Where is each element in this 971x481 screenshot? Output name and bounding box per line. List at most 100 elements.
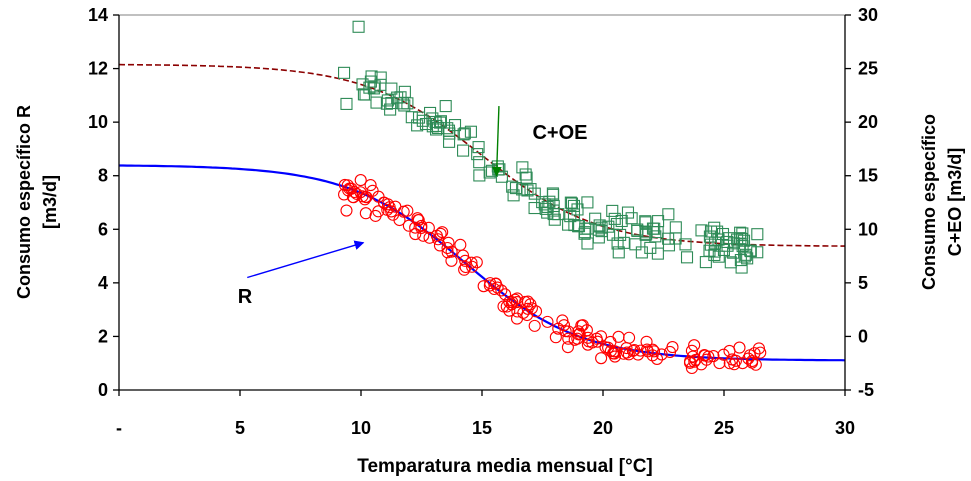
data-point <box>396 97 409 110</box>
data-point <box>477 280 490 293</box>
data-point <box>359 207 372 220</box>
annotation-arrow <box>247 240 365 279</box>
data-point <box>564 196 577 209</box>
data-point <box>457 128 470 141</box>
data-point <box>632 348 645 361</box>
data-point <box>662 208 675 221</box>
data-point <box>441 246 454 259</box>
data-point <box>666 341 679 354</box>
data-point <box>459 260 472 274</box>
y-right-tick-label: 30 <box>858 5 878 25</box>
data-point <box>743 349 756 362</box>
data-point <box>640 335 653 348</box>
data-points <box>338 20 767 375</box>
data-point <box>561 341 574 354</box>
data-point <box>439 100 452 113</box>
data-point <box>683 355 697 368</box>
data-point <box>644 241 657 254</box>
data-point <box>471 148 484 161</box>
data-point <box>559 325 572 338</box>
data-point <box>607 347 620 360</box>
data-point <box>568 333 581 346</box>
data-point <box>354 174 367 187</box>
data-point <box>416 114 429 127</box>
data-point <box>680 251 694 264</box>
data-point <box>422 221 435 234</box>
y-left-title-line1: Consumo específico R <box>14 105 34 299</box>
data-point <box>611 237 624 250</box>
y-right-tick-label: -5 <box>858 380 874 400</box>
data-point <box>338 66 351 79</box>
data-point <box>568 219 581 232</box>
y-left-tick-label: 14 <box>88 5 108 25</box>
y-right-tick-label: 0 <box>858 326 868 346</box>
data-point <box>528 187 541 200</box>
data-point <box>352 20 365 33</box>
data-point <box>528 319 541 332</box>
y-right-tick-label: 15 <box>858 166 878 186</box>
data-point <box>423 231 436 244</box>
data-point <box>631 224 644 237</box>
data-point <box>592 223 605 236</box>
data-point <box>572 220 586 233</box>
data-point <box>528 201 541 215</box>
data-point <box>519 168 532 181</box>
x-axis-title: Temparatura media mensual [°C] <box>357 456 653 477</box>
data-point <box>495 170 508 183</box>
data-point <box>412 214 425 227</box>
data-point <box>359 88 372 101</box>
x-tick-label: - <box>116 418 122 438</box>
data-point <box>572 325 585 338</box>
data-point <box>419 117 432 131</box>
data-point <box>417 229 430 242</box>
data-point <box>380 97 393 110</box>
y-left-tick-label: 4 <box>98 273 108 293</box>
data-point <box>445 254 458 267</box>
data-point <box>381 94 394 107</box>
data-point <box>662 239 676 252</box>
data-point <box>749 358 762 371</box>
data-point <box>595 352 608 365</box>
data-point <box>738 250 751 263</box>
data-point <box>752 342 765 355</box>
data-point <box>521 184 534 197</box>
y-left-tick-label: 8 <box>98 166 108 186</box>
data-point <box>639 216 652 229</box>
data-point <box>565 197 579 210</box>
data-point <box>506 180 519 193</box>
x-tick-label: 15 <box>472 418 492 438</box>
data-point <box>374 71 387 84</box>
data-point <box>698 349 711 362</box>
data-point <box>695 358 708 371</box>
data-point <box>415 219 428 232</box>
data-point <box>397 205 410 218</box>
data-point <box>541 315 554 328</box>
y-left-tick-label: 0 <box>98 380 108 400</box>
data-point <box>567 199 580 212</box>
y-left-tick-label: 2 <box>98 326 108 346</box>
data-point <box>441 241 454 255</box>
data-point <box>548 213 561 226</box>
data-point <box>499 288 512 301</box>
data-point <box>593 219 606 232</box>
data-point <box>456 249 470 262</box>
y-right-title-line1: Consumo específico <box>919 114 939 290</box>
data-point <box>617 236 630 249</box>
x-tick-label: 30 <box>835 418 855 438</box>
data-point <box>510 312 524 325</box>
x-tick-label: 5 <box>235 418 245 438</box>
data-point <box>464 125 477 138</box>
data-point <box>727 246 740 259</box>
data-point <box>350 187 363 200</box>
data-point <box>445 245 458 258</box>
data-point <box>576 319 589 332</box>
data-point <box>650 352 664 365</box>
data-point <box>363 81 376 94</box>
data-point <box>402 219 415 232</box>
plot-area <box>118 14 846 391</box>
data-point <box>546 187 559 200</box>
data-point <box>727 237 741 250</box>
data-point <box>543 195 556 208</box>
annotations: C+OE R <box>238 106 588 308</box>
data-point <box>751 228 764 241</box>
